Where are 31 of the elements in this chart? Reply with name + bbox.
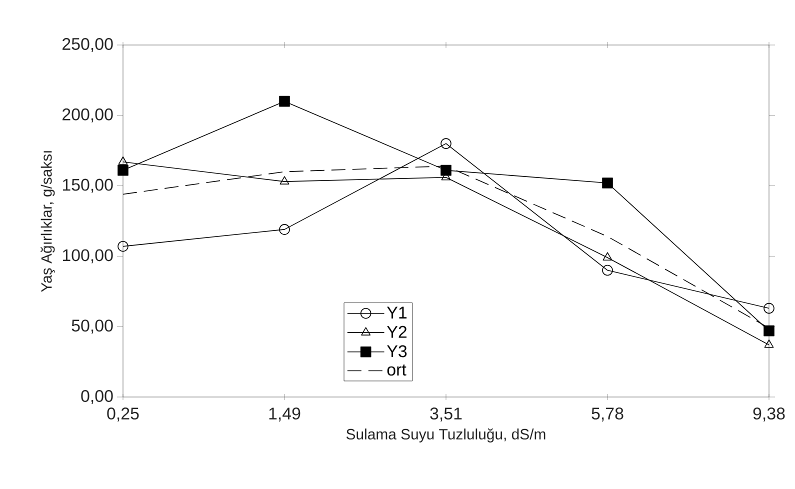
- x-tick-label: 1,49: [269, 408, 300, 422]
- point: [280, 176, 290, 184]
- x-tick-label: 3,51: [430, 408, 462, 422]
- point: [440, 164, 452, 176]
- point: [602, 252, 612, 261]
- y-tick-label: 50,00: [72, 320, 113, 334]
- point: [764, 302, 774, 314]
- legend-label: Y2: [387, 326, 406, 338]
- legend-label: ort: [387, 364, 406, 376]
- x-tick-label: 0,25: [107, 408, 139, 422]
- legend-label: Y3: [387, 345, 407, 358]
- point: [118, 240, 128, 252]
- point: [118, 156, 128, 165]
- x-tick-label: 9,38: [753, 408, 785, 422]
- point: [764, 325, 774, 336]
- point: [764, 340, 774, 348]
- point: [279, 224, 290, 235]
- point: [440, 138, 452, 149]
- y-tick-label: 200,00: [62, 108, 113, 122]
- y-tick-label: 250,00: [62, 38, 113, 52]
- point: [118, 164, 128, 176]
- legend-label: Y1: [387, 306, 407, 318]
- y-tick-label: 0,00: [81, 390, 113, 404]
- point: [602, 178, 613, 188]
- x-tick-label: 5,78: [592, 408, 624, 422]
- y-tick-label: 150,00: [62, 178, 113, 193]
- point: [279, 96, 290, 107]
- x-axis-title: Sulama Suyu Tuzluluğu, dS/m: [346, 428, 546, 442]
- point: [602, 264, 613, 276]
- y-tick-label: 100,00: [62, 249, 113, 264]
- y-axis-title: Yaş Ağırlıklar, g/saksı: [40, 151, 55, 292]
